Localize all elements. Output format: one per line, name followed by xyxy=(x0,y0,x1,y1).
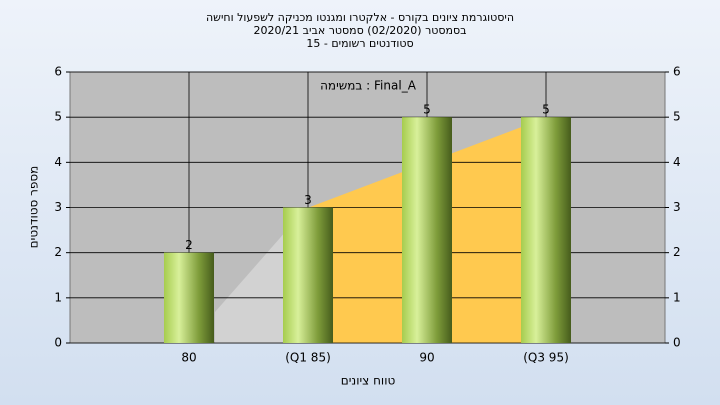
y2-tick-label: 6 xyxy=(673,65,681,79)
y-tick-label: 3 xyxy=(54,200,62,214)
chart-title: היסטוגרמת ציונים בקורס - אלקטרו ומגנטו מ… xyxy=(206,11,514,24)
x-tick-label: 80 xyxy=(181,351,196,365)
area-shade xyxy=(215,230,287,343)
bar xyxy=(283,207,333,343)
x-tick-label: (Q3 95) xyxy=(523,351,569,365)
data-label: 2 xyxy=(185,238,193,252)
chart-subtitle: סטודנטים רשומים - 15 xyxy=(306,37,413,50)
y2-tick-label: 5 xyxy=(673,110,681,124)
bar xyxy=(164,252,214,343)
bar xyxy=(402,117,452,344)
y2-tick-label: 4 xyxy=(673,155,681,169)
y2-tick-label: 3 xyxy=(673,200,681,214)
y-tick-label: 1 xyxy=(54,290,62,304)
data-label: 5 xyxy=(542,103,550,117)
y-tick-label: 5 xyxy=(54,110,62,124)
annotation: במשימה : Final_A xyxy=(320,79,417,93)
y2-tick-label: 2 xyxy=(673,245,681,259)
x-axis-label: טווח ציונים xyxy=(341,374,396,388)
x-tick-label: 90 xyxy=(419,351,434,365)
y2-tick-label: 1 xyxy=(673,290,681,304)
y-tick-label: 0 xyxy=(54,336,62,350)
chart-subtitle: בסמסטר (02/2020) סמסטר אביב 2020/21 xyxy=(253,24,466,37)
y-tick-label: 2 xyxy=(54,245,62,259)
y-axis-label: מספר סטודנטים xyxy=(27,166,41,249)
y-tick-label: 4 xyxy=(54,155,62,169)
y-tick-label: 6 xyxy=(54,65,62,79)
y2-tick-label: 0 xyxy=(673,336,681,350)
x-tick-label: (Q1 85) xyxy=(285,351,331,365)
data-label: 5 xyxy=(423,103,431,117)
bar xyxy=(521,117,571,344)
data-label: 3 xyxy=(304,193,312,207)
